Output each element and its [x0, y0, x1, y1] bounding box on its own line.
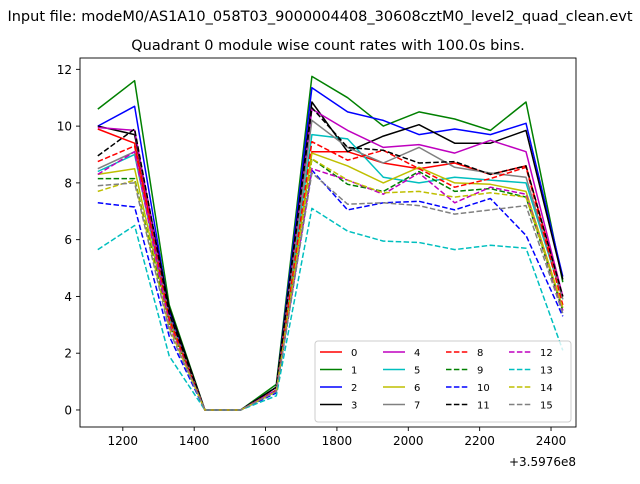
series-line-2 — [97, 87, 564, 411]
series-line-1 — [97, 75, 564, 411]
legend-label-7: 7 — [414, 401, 420, 412]
axes-frame — [79, 57, 577, 428]
y-tick-label-10: 10 — [57, 120, 72, 134]
series-line-7 — [97, 119, 564, 411]
legend-label-4: 4 — [414, 348, 420, 359]
plot-area — [97, 75, 564, 411]
y-tick-label-2: 2 — [64, 347, 72, 361]
legend-label-1: 1 — [351, 366, 357, 377]
legend-label-3: 3 — [351, 401, 357, 412]
x-tick-label-2400: 2400 — [536, 434, 567, 448]
series-line-14 — [97, 158, 564, 411]
series-line-12 — [97, 150, 564, 411]
y-tick-label-8: 8 — [64, 176, 72, 190]
legend-label-14: 14 — [540, 383, 553, 394]
series-line-8 — [97, 140, 564, 411]
legend-label-5: 5 — [414, 366, 420, 377]
series-line-11 — [97, 106, 564, 411]
legend-label-0: 0 — [351, 348, 357, 359]
series-line-13 — [97, 207, 564, 411]
axes: 1200 1400 1600 1800 2000 2200 2400024681012+3.… — [57, 57, 577, 469]
x-tick-label-2000: 2000 — [393, 434, 424, 448]
x-tick-label-1200: 1200 — [108, 434, 139, 448]
legend-label-10: 10 — [477, 383, 490, 394]
legend-box — [314, 340, 572, 423]
x-tick-label-1600: 1600 — [250, 434, 281, 448]
legend-label-13: 13 — [540, 366, 553, 377]
series-line-15 — [97, 172, 564, 411]
y-tick-label-4: 4 — [64, 290, 72, 304]
x-tick-label-2200: 2200 — [464, 434, 495, 448]
legend-label-12: 12 — [540, 348, 553, 359]
x-tick-label-1800: 1800 — [322, 434, 353, 448]
legend-label-15: 15 — [540, 401, 553, 412]
series-line-10 — [97, 169, 564, 411]
x-tick-label-1400: 1400 — [179, 434, 210, 448]
chart-title: Quadrant 0 module wise count rates with … — [131, 38, 525, 54]
y-tick-label-6: 6 — [64, 233, 72, 247]
figure-suptitle: Input file: modeM0/AS1A10_058T03_9000004… — [7, 9, 632, 25]
legend-label-2: 2 — [351, 383, 357, 394]
y-tick-label-0: 0 — [64, 403, 72, 417]
legend-label-8: 8 — [477, 348, 483, 359]
legend-label-11: 11 — [477, 401, 490, 412]
legend-label-9: 9 — [477, 366, 483, 377]
x-offset-label: +3.5976e8 — [509, 455, 576, 469]
series-line-6 — [97, 152, 564, 411]
legend-label-6: 6 — [414, 383, 420, 394]
y-tick-label-12: 12 — [57, 63, 72, 77]
